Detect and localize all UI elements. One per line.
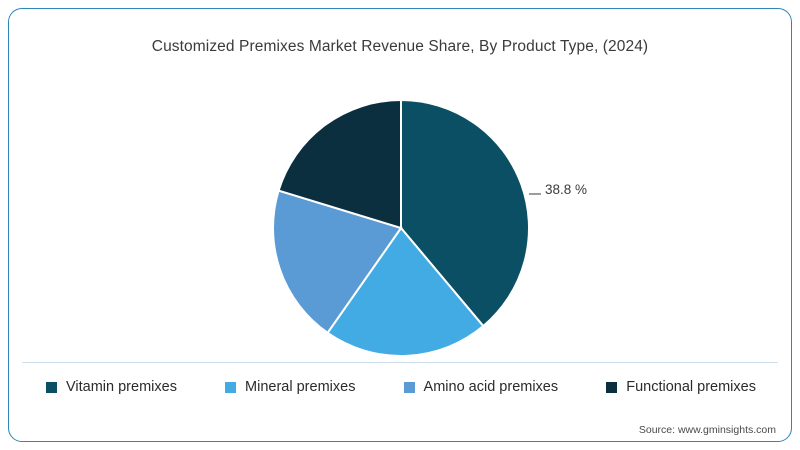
slice-value-label: 38.8 % (545, 182, 588, 197)
legend-divider (22, 362, 778, 363)
legend-item-label: Functional premixes (626, 379, 756, 395)
pie-slice[interactable] (326, 226, 485, 357)
legend-swatch-icon (606, 381, 618, 393)
legend-item[interactable]: Mineral premixes (225, 379, 355, 395)
legend-item[interactable]: Vitamin premixes (46, 379, 177, 395)
pie-slice[interactable] (272, 189, 403, 335)
legend-swatch-icon (403, 381, 415, 393)
legend-item-label: Mineral premixes (245, 379, 356, 395)
legend-item-label: Vitamin premixes (66, 379, 177, 395)
pie-slice-group (272, 98, 530, 357)
legend-item[interactable]: Amino acid premixes (403, 379, 559, 395)
legend-swatch-icon (225, 381, 237, 393)
legend-item[interactable]: Functional premixes (606, 379, 756, 395)
legend: Vitamin premixes Mineral premixes Amino ac… (22, 372, 778, 402)
pie-slice[interactable] (277, 98, 402, 230)
page-title: Customized Premixes Market Revenue Share… (151, 38, 649, 55)
source-caption: Source: www.gminsights.com (638, 424, 776, 436)
legend-item-label: Amino acid premixes (423, 379, 559, 395)
pie-slice[interactable] (400, 98, 530, 328)
legend-swatch-icon (46, 381, 57, 393)
